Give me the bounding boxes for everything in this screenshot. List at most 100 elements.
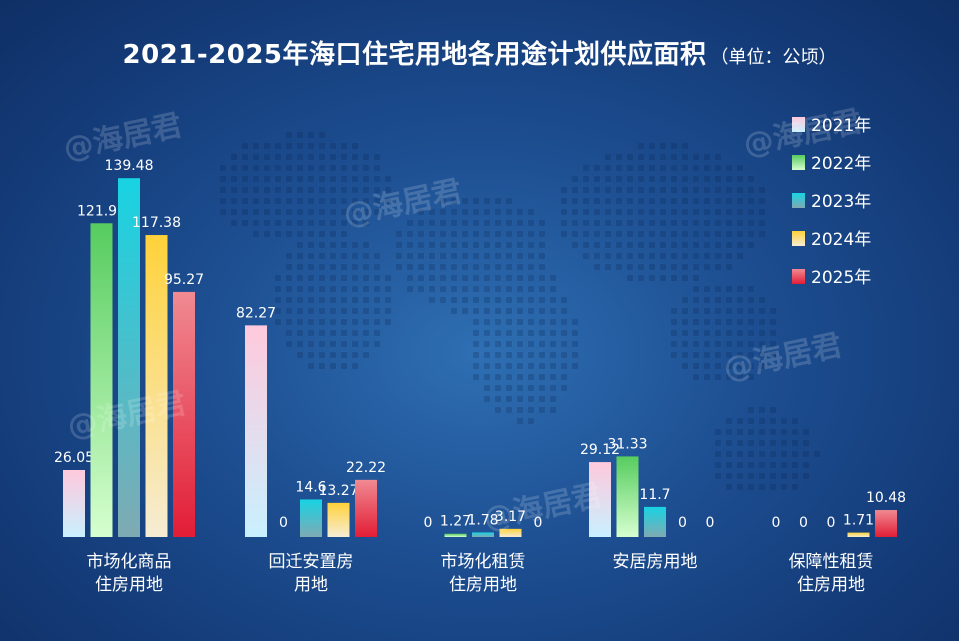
map-dot bbox=[330, 363, 336, 369]
legend-label: 2023年 bbox=[811, 192, 871, 212]
map-dot bbox=[484, 264, 490, 270]
map-dot bbox=[418, 209, 424, 215]
map-dot bbox=[341, 286, 347, 292]
bar bbox=[875, 510, 897, 537]
map-dot bbox=[759, 429, 765, 435]
map-dot bbox=[297, 330, 303, 336]
map-dot bbox=[715, 440, 721, 446]
map-dot bbox=[330, 220, 336, 226]
legend-swatch bbox=[792, 231, 805, 246]
map-dot bbox=[231, 198, 237, 204]
map-dot bbox=[704, 319, 710, 325]
map-dot bbox=[583, 165, 589, 171]
map-dot bbox=[484, 286, 490, 292]
map-dot bbox=[517, 341, 523, 347]
bar bbox=[472, 532, 494, 537]
map-dot bbox=[583, 253, 589, 259]
map-dot bbox=[781, 451, 787, 457]
data-label: 117.38 bbox=[132, 215, 181, 231]
map-dot bbox=[693, 187, 699, 193]
chart-title-block: 2021-2025年海口住宅用地各用途计划供应面积 （单位：公顷） bbox=[0, 34, 959, 71]
map-dot bbox=[462, 231, 468, 237]
map-dot bbox=[682, 143, 688, 149]
map-dot bbox=[506, 286, 512, 292]
map-dot bbox=[341, 352, 347, 358]
map-dot bbox=[693, 253, 699, 259]
map-dot bbox=[264, 143, 270, 149]
map-dot bbox=[583, 198, 589, 204]
map-dot bbox=[506, 385, 512, 391]
map-dot bbox=[561, 385, 567, 391]
map-dot bbox=[506, 264, 512, 270]
map-dot bbox=[330, 231, 336, 237]
map-dot bbox=[737, 363, 743, 369]
map-dot bbox=[627, 198, 633, 204]
legend-label: 2025年 bbox=[811, 268, 871, 288]
map-dot bbox=[264, 231, 270, 237]
data-label: 0 bbox=[827, 515, 836, 531]
map-dot bbox=[517, 374, 523, 380]
legend-label: 2022年 bbox=[811, 154, 871, 174]
map-dot bbox=[220, 198, 226, 204]
map-dot bbox=[803, 429, 809, 435]
map-dot bbox=[319, 209, 325, 215]
map-dot bbox=[473, 275, 479, 281]
map-dot bbox=[374, 275, 380, 281]
map-dot bbox=[352, 264, 358, 270]
map-dot bbox=[506, 275, 512, 281]
map-dot bbox=[748, 242, 754, 248]
map-dot bbox=[319, 143, 325, 149]
map-dot bbox=[484, 231, 490, 237]
map-dot bbox=[319, 132, 325, 138]
map-dot bbox=[484, 352, 490, 358]
map-dot bbox=[275, 209, 281, 215]
map-dot bbox=[286, 231, 292, 237]
map-dot bbox=[660, 209, 666, 215]
map-dot bbox=[407, 220, 413, 226]
map-dot bbox=[275, 231, 281, 237]
map-dot bbox=[660, 176, 666, 182]
data-label: 0 bbox=[678, 515, 687, 531]
map-dot bbox=[484, 275, 490, 281]
map-dot bbox=[539, 319, 545, 325]
map-dot bbox=[297, 220, 303, 226]
map-dot bbox=[308, 352, 314, 358]
map-dot bbox=[781, 484, 787, 490]
map-dot bbox=[242, 165, 248, 171]
map-dot bbox=[297, 297, 303, 303]
map-dot bbox=[440, 242, 446, 248]
map-dot bbox=[693, 363, 699, 369]
map-dot bbox=[385, 198, 391, 204]
map-dot bbox=[308, 319, 314, 325]
map-dot bbox=[374, 297, 380, 303]
map-dot bbox=[605, 264, 611, 270]
map-dot bbox=[627, 253, 633, 259]
map-dot bbox=[759, 473, 765, 479]
map-dot bbox=[550, 341, 556, 347]
map-dot bbox=[693, 330, 699, 336]
map-dot bbox=[341, 187, 347, 193]
map-dot bbox=[352, 297, 358, 303]
map-dot bbox=[319, 187, 325, 193]
map-dot bbox=[484, 308, 490, 314]
map-dot bbox=[297, 286, 303, 292]
map-dot bbox=[693, 154, 699, 160]
bar bbox=[589, 462, 611, 537]
map-dot bbox=[319, 341, 325, 347]
map-dot bbox=[550, 286, 556, 292]
map-dot bbox=[374, 187, 380, 193]
map-dot bbox=[330, 341, 336, 347]
map-dot bbox=[704, 198, 710, 204]
map-dot bbox=[605, 242, 611, 248]
map-dot bbox=[627, 264, 633, 270]
map-dot bbox=[341, 176, 347, 182]
map-dot bbox=[429, 231, 435, 237]
map-dot bbox=[770, 484, 776, 490]
map-dot bbox=[341, 319, 347, 325]
map-dot bbox=[737, 341, 743, 347]
map-dot bbox=[561, 319, 567, 325]
map-dot bbox=[627, 209, 633, 215]
map-dot bbox=[748, 374, 754, 380]
map-dot bbox=[550, 396, 556, 402]
map-dot bbox=[506, 231, 512, 237]
